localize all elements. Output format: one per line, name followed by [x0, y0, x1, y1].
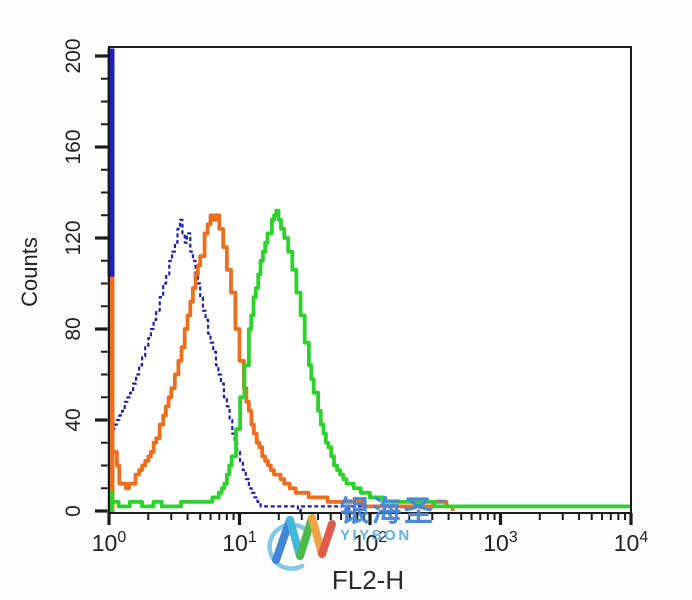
x-tick-label-1e1: 101: [222, 529, 257, 556]
y-tick-label-40: 40: [62, 408, 85, 431]
x-tick-label-1e2: 102: [353, 529, 388, 556]
blue-dashed-histogram: [111, 218, 397, 513]
y-tick-label-0: 0: [62, 505, 85, 517]
orange-histogram: [114, 213, 455, 511]
x-axis-title: FL2-H: [332, 565, 404, 595]
y-tick-label-200: 200: [62, 38, 85, 73]
y-tick-label-160: 160: [62, 129, 85, 164]
y-tick-label-80: 80: [62, 317, 85, 340]
plot-frame: [108, 46, 632, 514]
y-tick-label-120: 120: [62, 220, 85, 255]
x-tick-label-1e3: 103: [483, 529, 518, 556]
green-histogram: [113, 208, 631, 509]
plot-area: [109, 47, 631, 513]
x-tick-label-1e4: 104: [614, 529, 649, 556]
x-tick-label-1e0: 100: [92, 529, 127, 556]
y-axis-title: Counts: [17, 237, 42, 307]
